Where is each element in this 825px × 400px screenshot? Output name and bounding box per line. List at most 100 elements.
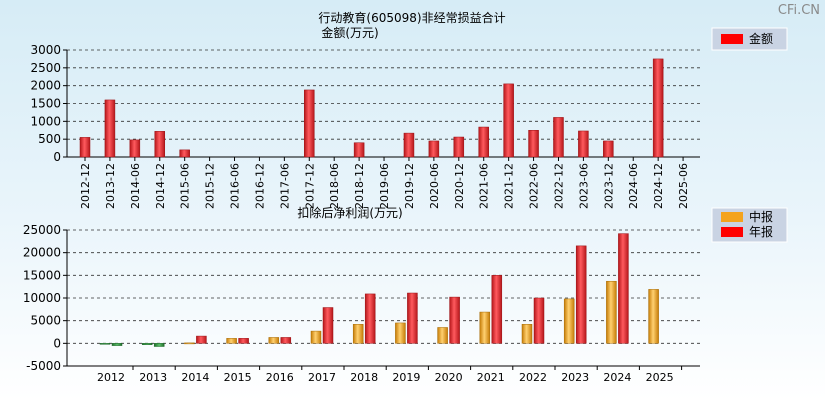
bar-annual <box>322 307 334 344</box>
x-tick-label: 2017 <box>308 371 336 384</box>
x-tick-label: 2014 <box>181 371 209 384</box>
legend-swatch-interim <box>721 212 743 222</box>
x-tick-label: 2015 <box>224 371 252 384</box>
y-tick-label: 15000 <box>23 268 61 282</box>
bar-annual <box>407 292 418 344</box>
bar <box>603 140 614 158</box>
x-tick-label: 2013 <box>139 371 167 384</box>
bar <box>104 99 116 158</box>
bar <box>154 131 166 158</box>
x-tick-label: 2023-06 <box>577 163 590 209</box>
bar-annual <box>449 296 460 344</box>
x-tick-label: 2020 <box>435 371 463 384</box>
bar <box>179 149 190 158</box>
y-tick-label: 2000 <box>30 79 61 93</box>
top-chart-title: 行动教育(605098)非经常损益合计 <box>318 10 505 25</box>
top-chart-subtitle: 金额(万元) <box>321 25 378 40</box>
x-tick-label: 2015-12 <box>204 163 217 209</box>
x-tick-label: 2019 <box>392 371 420 384</box>
y-tick-label: 5000 <box>30 314 61 328</box>
bar-annual <box>575 245 587 344</box>
bottom-legend: 中报 年报 <box>711 207 788 243</box>
x-tick-label: 2022-06 <box>528 163 541 209</box>
x-tick-label: 2018-12 <box>353 163 366 209</box>
x-tick-label: 2019-12 <box>403 163 416 209</box>
bar-annual <box>280 337 292 344</box>
bar-interim <box>268 337 280 344</box>
bar-annual <box>364 293 376 344</box>
x-tick-label: 2025-06 <box>677 163 690 209</box>
bar-interim <box>437 327 448 344</box>
top-plot-area: 0 500 1000 1500 2000 2500 3000 2012-12 2013-12 20… <box>30 43 700 209</box>
bar <box>553 117 564 158</box>
x-tick-label: 2018-06 <box>328 163 341 209</box>
bar-interim <box>563 298 575 344</box>
x-tick-label: 2021-06 <box>478 163 491 209</box>
x-tick-label: 2024 <box>603 371 631 384</box>
bar-annual <box>618 233 629 344</box>
x-tick-label: 2016-06 <box>229 163 242 209</box>
bar-annual <box>196 335 207 344</box>
x-tick-label: 2016-12 <box>253 163 266 209</box>
bar <box>652 58 664 158</box>
x-tick-label: 2015-06 <box>179 163 192 209</box>
y-tick-label: -5000 <box>26 359 61 373</box>
y-tick-label: 500 <box>38 132 61 146</box>
x-tick-label: 2018 <box>350 371 378 384</box>
x-tick-label: 2020-06 <box>428 163 441 209</box>
x-tick-label: 2021 <box>477 371 505 384</box>
legend-swatch-annual <box>721 227 743 237</box>
x-tick-label: 2016 <box>266 371 294 384</box>
x-tick-label: 2021-12 <box>503 163 516 209</box>
bar-interim <box>352 324 364 344</box>
bar <box>453 136 465 158</box>
x-tick-label: 2023-12 <box>602 163 615 209</box>
x-tick-label: 2024-06 <box>627 163 640 209</box>
watermark: CFi.CN <box>778 3 820 18</box>
bottom-plot-area: -5000 0 5000 10000 15000 20000 25000 2012 2013 20… <box>23 223 700 384</box>
bar <box>353 142 365 158</box>
x-tick-label: 2013-12 <box>104 163 117 209</box>
bar-annual <box>238 338 249 344</box>
x-tick-label: 2012-12 <box>79 163 92 209</box>
y-tick-label: 0 <box>53 336 61 350</box>
bar <box>403 132 415 158</box>
top-legend: 金额 <box>711 27 788 51</box>
y-tick-label: 0 <box>53 150 61 164</box>
x-tick-label: 2014-12 <box>154 163 167 209</box>
y-tick-label: 10000 <box>23 291 61 305</box>
x-tick-label: 2017-12 <box>303 163 316 209</box>
bar-interim <box>141 343 153 345</box>
bar <box>528 130 539 158</box>
bar-annual <box>153 343 165 347</box>
bar-interim <box>226 338 237 344</box>
bar-interim <box>479 311 491 344</box>
bar-interim <box>184 342 195 345</box>
bar-annual <box>533 297 545 344</box>
bar-annual <box>491 275 503 344</box>
y-tick-label: 1000 <box>30 114 61 128</box>
y-tick-label: 2500 <box>30 61 61 75</box>
legend-label-amount: 金额 <box>749 31 773 46</box>
x-tick-label: 2022-12 <box>552 163 565 209</box>
x-tick-label: 2025 <box>646 371 674 384</box>
bar <box>129 139 141 158</box>
legend-swatch-amount <box>721 34 743 44</box>
x-tick-label: 2020-12 <box>453 163 466 209</box>
x-tick-label: 2012 <box>97 371 125 384</box>
bar-interim <box>606 280 617 344</box>
legend-label-annual: 年报 <box>749 224 773 239</box>
bar <box>304 89 315 158</box>
bar-interim <box>310 330 322 344</box>
x-tick-label: 2017-06 <box>278 163 291 209</box>
legend-label-interim: 中报 <box>749 209 773 224</box>
bottom-chart-title: 扣除后净利润(万元) <box>297 205 402 220</box>
bar-interim <box>99 343 111 345</box>
bar <box>503 83 514 158</box>
x-tick-label: 2022 <box>519 371 547 384</box>
y-tick-label: 20000 <box>23 246 61 260</box>
bar-interim <box>648 289 659 344</box>
y-tick-label: 1500 <box>30 97 61 111</box>
bar <box>578 130 589 158</box>
